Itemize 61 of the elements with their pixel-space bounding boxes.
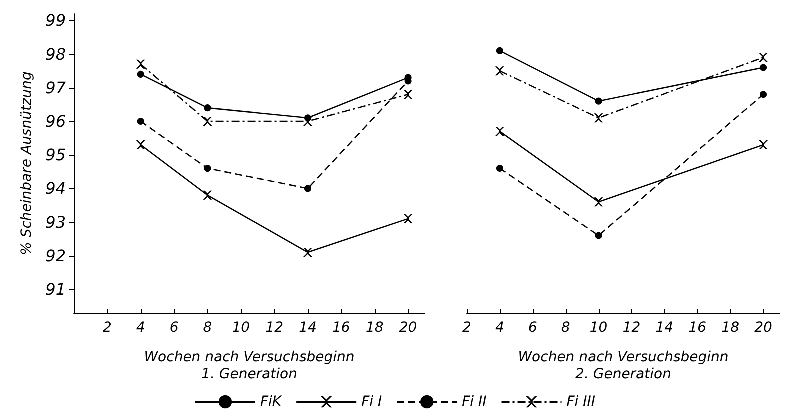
x-tick-label: 20	[754, 320, 773, 336]
x-tick-label: 10	[590, 320, 608, 336]
point	[204, 165, 212, 172]
y-tick-label: 91	[46, 280, 66, 299]
x-tick-label: 4	[495, 320, 504, 336]
y-tick-label: 99	[46, 11, 66, 30]
x-tick-label: 14	[656, 320, 674, 336]
point	[759, 140, 768, 150]
legend-label: Fi III	[566, 394, 596, 410]
point	[496, 165, 504, 172]
legend-label: Fi II	[462, 394, 487, 410]
x-tick-label: 6	[170, 320, 179, 336]
y-tick-label: 97	[46, 78, 67, 98]
point	[759, 53, 768, 62]
x-tick-label: 16	[688, 320, 707, 336]
point	[204, 104, 212, 112]
x-tick-label: 20	[399, 320, 418, 336]
y-tick-label: 95	[46, 146, 66, 165]
x-axis-title: Wochen nach Versuchsbeginn 1. Generation	[144, 350, 355, 382]
point	[495, 127, 504, 136]
point	[304, 185, 312, 192]
x-tick-label: 2	[102, 320, 112, 336]
point	[404, 90, 413, 100]
point	[594, 114, 604, 123]
point	[404, 214, 413, 224]
x-axis-title: Wochen nach Versuchsbeginn 2. Generation	[518, 350, 729, 382]
point	[136, 60, 146, 69]
point	[137, 70, 144, 78]
y-tick-label: 98	[46, 44, 66, 64]
point	[137, 118, 144, 126]
x-tick-label: 4	[136, 320, 146, 336]
x-tick-label: 16	[332, 320, 350, 336]
y-axis-title: % Scheinbare Ausnützung	[19, 71, 35, 256]
y-tick-label: 94	[46, 179, 66, 198]
x-tick-label: 18	[366, 320, 384, 336]
point	[595, 98, 602, 105]
x-tick-label: 14	[299, 320, 317, 336]
x-tick-label: 2	[462, 320, 472, 336]
x-tick-label: 10	[232, 320, 250, 336]
point	[304, 117, 312, 126]
point	[203, 117, 212, 126]
x-tick-label: 8	[203, 320, 212, 336]
point	[136, 140, 146, 150]
y-tick-label: 92	[46, 246, 66, 266]
legend-label: FiK	[260, 394, 284, 410]
x-tick-label: 8	[561, 320, 570, 336]
y-tick-label: 93	[46, 212, 66, 232]
y-tick-label: 96	[46, 112, 66, 132]
point	[595, 232, 602, 240]
x-tick-label: 12	[622, 320, 641, 336]
point	[594, 198, 604, 207]
point	[760, 91, 768, 98]
point	[760, 64, 768, 72]
point	[203, 190, 212, 200]
x-tick-label: 6	[528, 320, 538, 336]
point	[304, 248, 312, 258]
legend-label: Fi I	[362, 394, 382, 410]
x-tick-label: 12	[266, 320, 284, 336]
point	[496, 47, 504, 54]
x-tick-label: 18	[722, 320, 740, 336]
point	[495, 66, 504, 76]
